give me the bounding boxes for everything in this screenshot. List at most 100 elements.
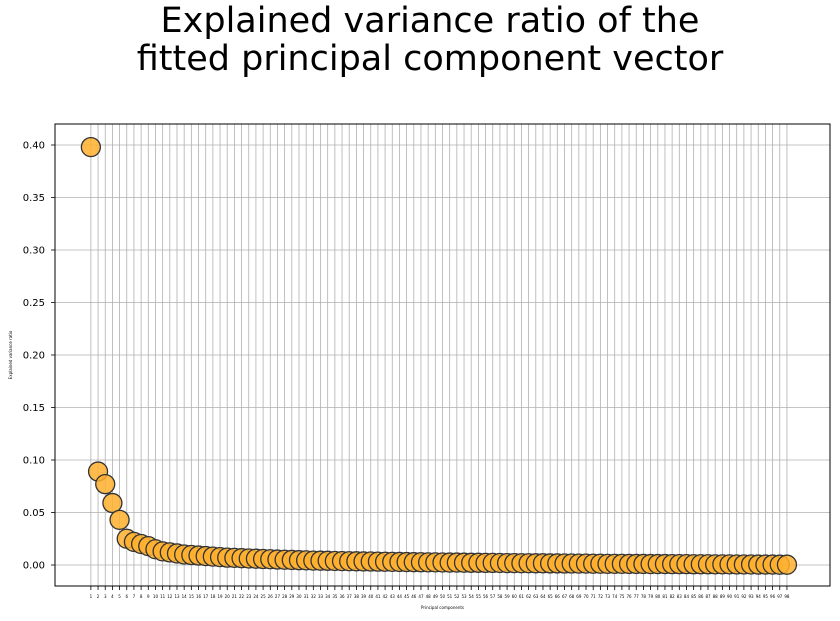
x-tick-label: 5 xyxy=(118,594,121,599)
y-axis-ticks: 0.00 0.05 0.10 0.15 0.20 0.25 0.30 0.35 0.40 xyxy=(23,141,55,572)
x-tick-label: 78 xyxy=(641,594,647,599)
x-tick-label: 66 xyxy=(555,594,561,599)
grid-layer xyxy=(55,124,830,586)
x-tick-label: 55 xyxy=(476,594,482,599)
y-tick-label: 0.05 xyxy=(23,508,45,519)
x-tick-label: 52 xyxy=(454,594,460,599)
x-tick-label: 54 xyxy=(469,594,475,599)
y-tick-label: 0.35 xyxy=(23,193,45,204)
x-tick-label: 17 xyxy=(203,594,209,599)
x-tick-label: 70 xyxy=(583,594,589,599)
x-tick-label: 14 xyxy=(182,594,188,599)
x-tick-label: 76 xyxy=(627,594,633,599)
x-tick-label: 43 xyxy=(390,594,396,599)
data-point xyxy=(102,492,123,514)
x-tick-label: 49 xyxy=(433,594,439,599)
x-tick-label: 7 xyxy=(133,594,136,599)
y-tick-label: 0.40 xyxy=(23,141,45,152)
x-tick-label: 72 xyxy=(598,594,604,599)
x-tick-label: 16 xyxy=(196,594,202,599)
x-tick-label: 83 xyxy=(677,594,683,599)
x-axis-ticks: 1 2 3 4 5 6 7 8 9 10 11 12 13 14 15 16 17 18 19 20 21 22 23 24 2… xyxy=(90,586,790,599)
x-tick-label: 93 xyxy=(749,594,755,599)
x-tick-label: 42 xyxy=(383,594,389,599)
x-tick-label: 74 xyxy=(612,594,618,599)
x-tick-label: 84 xyxy=(684,594,690,599)
y-tick-label: 0.10 xyxy=(23,456,45,467)
x-tick-label: 59 xyxy=(505,594,511,599)
x-tick-label: 33 xyxy=(318,594,324,599)
x-tick-label: 26 xyxy=(268,594,274,599)
x-tick-label: 6 xyxy=(125,594,128,599)
x-tick-label: 4 xyxy=(111,594,114,599)
x-tick-label: 37 xyxy=(347,594,353,599)
x-tick-label: 90 xyxy=(727,594,733,599)
x-tick-label: 63 xyxy=(533,594,539,599)
x-tick-label: 41 xyxy=(375,594,381,599)
x-tick-label: 30 xyxy=(296,594,302,599)
x-tick-label: 21 xyxy=(232,594,238,599)
x-tick-label: 79 xyxy=(648,594,654,599)
x-tick-label: 38 xyxy=(354,594,360,599)
x-tick-label: 94 xyxy=(756,594,762,599)
chart-title: Explained variance ratio of the fitted p… xyxy=(0,2,840,78)
x-tick-label: 81 xyxy=(662,594,668,599)
x-tick-label: 47 xyxy=(418,594,424,599)
x-tick-label: 19 xyxy=(217,594,223,599)
x-tick-label: 50 xyxy=(440,594,446,599)
x-tick-label: 27 xyxy=(275,594,281,599)
x-tick-label: 89 xyxy=(720,594,726,599)
x-tick-label: 3 xyxy=(104,594,107,599)
x-tick-label: 64 xyxy=(540,594,546,599)
x-tick-label: 92 xyxy=(741,594,747,599)
x-tick-label: 53 xyxy=(461,594,467,599)
x-tick-label: 24 xyxy=(253,594,259,599)
x-axis-label: Principal components xyxy=(421,605,464,610)
y-axis-label: Explained variance ratio xyxy=(8,330,13,379)
x-tick-label: 12 xyxy=(167,594,173,599)
x-tick-label: 67 xyxy=(562,594,568,599)
x-tick-label: 58 xyxy=(497,594,503,599)
data-point xyxy=(95,473,116,495)
x-tick-label: 1 xyxy=(90,594,93,599)
x-tick-label: 98 xyxy=(784,594,790,599)
x-tick-label: 13 xyxy=(174,594,180,599)
x-tick-label: 22 xyxy=(239,594,245,599)
data-point xyxy=(109,509,130,530)
x-tick-label: 80 xyxy=(655,594,661,599)
data-points xyxy=(80,136,798,575)
x-tick-label: 29 xyxy=(289,594,295,599)
x-tick-label: 56 xyxy=(483,594,489,599)
x-tick-label: 87 xyxy=(705,594,711,599)
x-tick-label: 77 xyxy=(634,594,640,599)
x-tick-label: 28 xyxy=(282,594,288,599)
data-point xyxy=(80,136,102,158)
y-tick-label: 0.30 xyxy=(23,246,45,257)
x-tick-label: 82 xyxy=(670,594,676,599)
x-tick-label: 68 xyxy=(569,594,575,599)
chart-title-line-2: fitted principal component vector xyxy=(136,39,724,79)
data-point xyxy=(776,554,798,575)
y-tick-label: 0.20 xyxy=(23,351,45,362)
x-tick-label: 34 xyxy=(325,594,331,599)
x-tick-label: 57 xyxy=(490,594,496,599)
x-tick-label: 60 xyxy=(512,594,518,599)
x-tick-label: 46 xyxy=(411,594,417,599)
x-tick-label: 73 xyxy=(605,594,611,599)
x-tick-label: 91 xyxy=(734,594,740,599)
x-tick-label: 25 xyxy=(261,594,267,599)
x-tick-label: 36 xyxy=(339,594,345,599)
x-tick-label: 61 xyxy=(519,594,525,599)
x-tick-label: 31 xyxy=(304,594,310,599)
x-tick-label: 85 xyxy=(691,594,697,599)
x-tick-label: 96 xyxy=(770,594,776,599)
x-tick-label: 20 xyxy=(225,594,231,599)
y-tick-label: 0.15 xyxy=(23,403,45,414)
x-tick-label: 9 xyxy=(147,594,150,599)
x-tick-label: 95 xyxy=(763,594,769,599)
chart-title-line-1: Explained variance ratio of the xyxy=(160,1,700,41)
x-tick-label: 15 xyxy=(189,594,195,599)
x-tick-label: 35 xyxy=(332,594,338,599)
y-tick-label: 0.25 xyxy=(23,298,45,309)
